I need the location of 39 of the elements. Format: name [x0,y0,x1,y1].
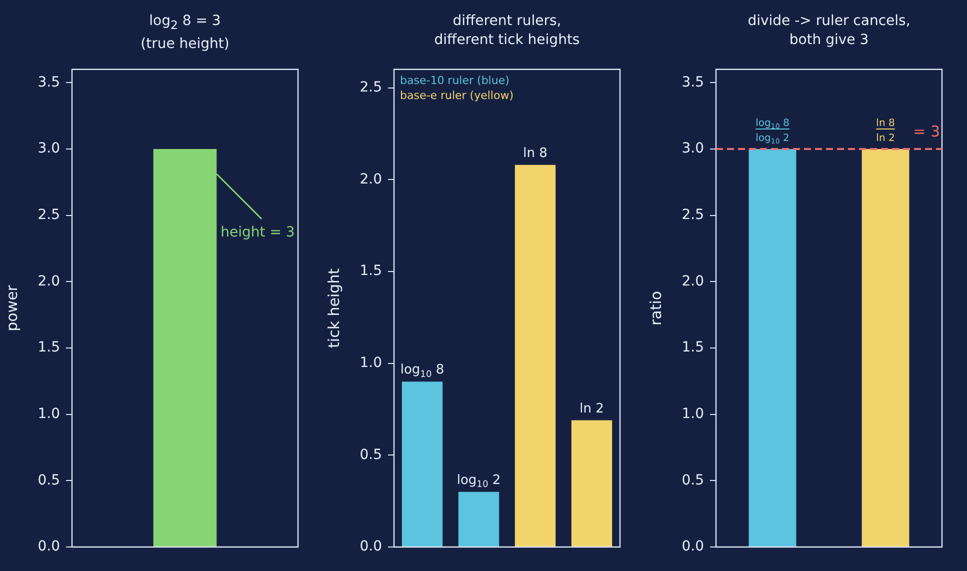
y-tick-label: 1.0 [360,354,382,371]
y-tick-label: 0.0 [682,538,704,555]
bar [402,382,443,546]
y-tick-label: 0.0 [38,538,60,555]
y-tick-label: 1.5 [682,340,704,356]
data-label: ln 8 [523,146,548,161]
data-label: ln 8 ln 2 [876,118,895,144]
y-tick-label: 1.0 [682,406,704,422]
y-axis-title: ratio [646,290,665,326]
y-tick-label: 0.5 [38,472,60,488]
y-tick-label: 0.5 [682,472,704,488]
y-axis-title: power [2,284,21,332]
chart-title: log$_{2}$ 8 = 3 (true height) [140,12,230,54]
ref-line-label: = 3 [913,122,940,140]
y-axis-title: tick height [324,268,343,348]
bar [514,164,556,546]
y-tick-label: 0.5 [360,446,382,463]
chart-title: different rulers, different tick heights [433,12,581,50]
y-tick-label: 1.5 [38,340,60,356]
annotation: base-e ruler (yellow) [400,88,514,102]
bar [571,420,612,546]
y-tick-label: 3.0 [38,140,60,157]
y-tick-label: 3.5 [682,74,704,90]
y-tick-label: 2.0 [360,171,382,188]
y-tick-label: 2.5 [682,206,704,223]
annotation: height = 3 [220,224,295,241]
bar [458,492,500,546]
chart-title: divide -> ruler cancels, both give 3 [746,12,912,50]
y-tick-label: 1.0 [38,406,60,422]
y-tick-label: 2.0 [38,273,60,290]
y-tick-label: 2.5 [360,79,382,96]
y-tick-label: 1.5 [360,263,382,280]
y-tick-label: 3.5 [38,74,60,90]
annotation: base-10 ruler (blue) [400,74,510,87]
y-tick-label: 2.0 [682,273,704,290]
y-tick-label: 2.5 [38,206,60,223]
y-tick-label: 3.0 [682,140,704,157]
y-tick-label: 0.0 [360,538,382,555]
data-label: ln 2 [580,401,604,416]
